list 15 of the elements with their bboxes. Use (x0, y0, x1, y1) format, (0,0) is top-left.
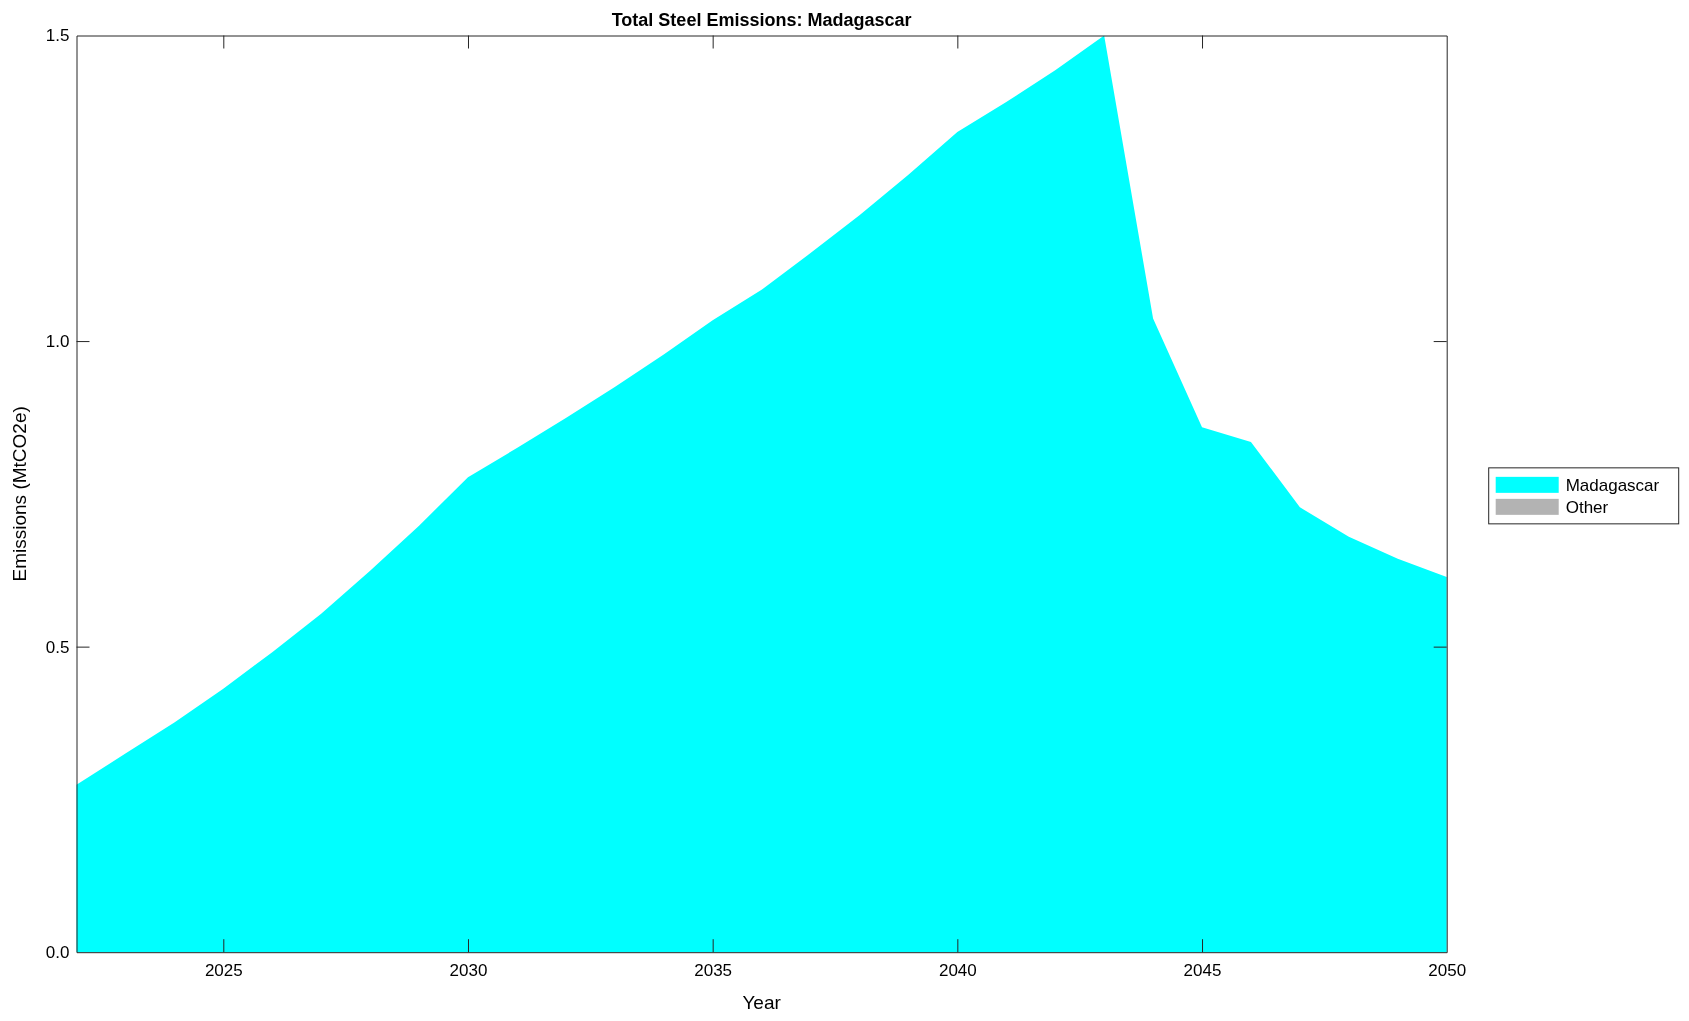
x-axis-title: Year (742, 992, 782, 1013)
x-tick-label: 2025 (204, 961, 243, 981)
y-tick-label: 1.0 (45, 332, 70, 352)
y-axis-title: Emissions (MtCO2e) (9, 406, 30, 582)
legend-label: Madagascar (1565, 475, 1660, 495)
y-tick-label: 0.5 (45, 637, 70, 657)
y-tick-label: 0.0 (45, 943, 70, 963)
chart-title: Total Steel Emissions: Madagascar (611, 10, 912, 30)
x-tick-label: 2035 (694, 961, 733, 981)
x-tick-label: 2045 (1183, 961, 1222, 981)
x-tick-label: 2050 (1428, 961, 1467, 981)
x-tick-label: 2040 (938, 961, 977, 981)
x-tick-label: 2030 (449, 961, 488, 981)
legend-label: Other (1565, 497, 1609, 517)
y-tick-label: 1.5 (45, 26, 70, 46)
